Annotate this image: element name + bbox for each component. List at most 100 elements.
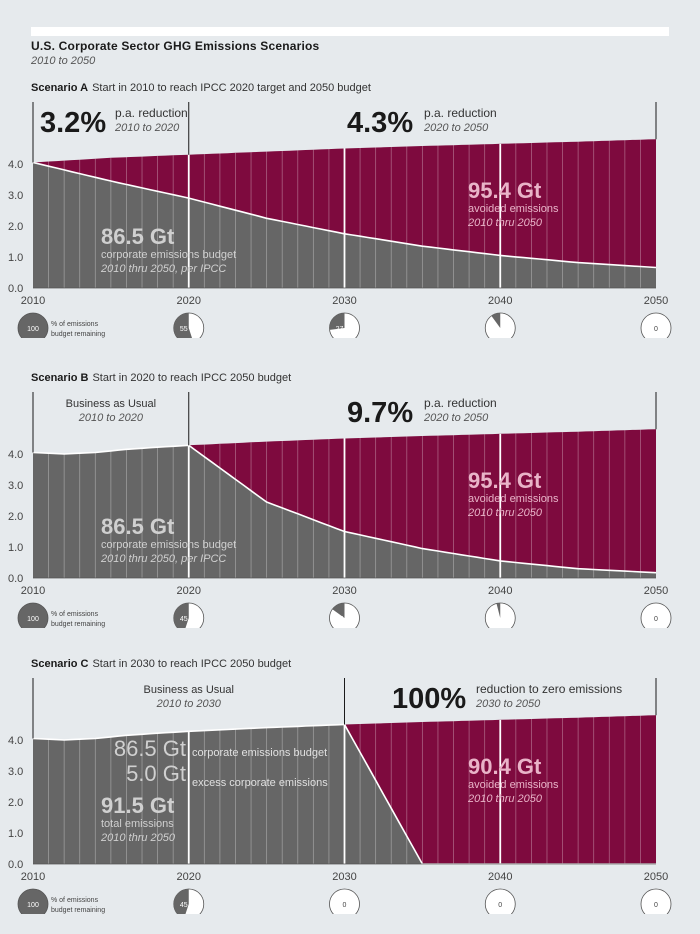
budget-remaining-pie: 15 (329, 602, 360, 628)
x-tick-label: 2050 (644, 585, 668, 597)
total-label: total emissions (101, 818, 174, 830)
pie-value: 100 (27, 902, 39, 909)
y-tick-label: 4.0 (8, 735, 23, 747)
y-tick-label: 1.0 (8, 828, 23, 840)
pie-legend-text: budget remaining (51, 331, 105, 338)
avoided-label: avoided emissions (468, 493, 559, 505)
pie-value: 0 (498, 902, 502, 909)
y-tick-label: 0.0 (8, 859, 23, 871)
y-tick-label: 3.0 (8, 766, 23, 778)
x-tick-label: 2010 (21, 871, 45, 883)
y-tick-label: 1.0 (8, 252, 23, 264)
budget-curve (32, 444, 657, 574)
budget-remaining-pie: 0 (329, 888, 360, 914)
rate-sub: 2010 to 2020 (114, 122, 180, 134)
pie-slice (329, 313, 345, 330)
x-tick-label: 2010 (21, 585, 45, 597)
y-tick-label: 3.0 (8, 480, 23, 492)
pie-slice (496, 603, 501, 618)
pie-value: 10 (491, 326, 499, 333)
avoided-big: 95.4 Gt (468, 178, 542, 203)
bau-label: Business as Usual (144, 684, 235, 696)
avoided-big: 90.4 Gt (468, 754, 542, 779)
pie-slice (173, 602, 189, 628)
budget-remaining-pie: 4 (484, 602, 516, 628)
pie-legend-text: budget remaining (51, 621, 105, 628)
pie-value: 45 (180, 616, 188, 623)
x-tick-label: 2040 (488, 585, 512, 597)
x-tick-label: 2050 (644, 871, 668, 883)
pie-legend-text: % of emissions (51, 897, 99, 904)
budget-remaining-pie: 10 (484, 312, 516, 338)
budget-sub: 2010 thru 2050, per IPCC (100, 263, 226, 275)
pie-value: 0 (654, 902, 658, 909)
x-tick-label: 2020 (177, 585, 201, 597)
page-subtitle: 2010 to 2050 (31, 55, 96, 67)
avoided-sub: 2010 thru 2050 (467, 217, 543, 229)
avoided-big: 95.4 Gt (468, 468, 542, 493)
pie-value: 100 (27, 326, 39, 333)
pie-outline (17, 602, 49, 628)
pie-legend-text: % of emissions (51, 321, 99, 328)
y-tick-label: 4.0 (8, 449, 23, 461)
y-tick-label: 0.0 (8, 573, 23, 585)
rate-label: p.a. reduction (424, 106, 497, 120)
top-rule (31, 27, 669, 36)
page-title: U.S. Corporate Sector GHG Emissions Scen… (31, 39, 320, 53)
budget-remaining-pie: 45 (173, 888, 205, 914)
pie-slice (173, 888, 189, 914)
pie-outline (484, 888, 516, 914)
excess-label: excess corporate emissions (192, 777, 328, 789)
pie-value: 15 (336, 616, 344, 623)
x-tick-label: 2040 (488, 871, 512, 883)
y-tick-label: 2.0 (8, 221, 23, 233)
year-stripes (48, 715, 641, 864)
y-tick-label: 1.0 (8, 542, 23, 554)
budget-remaining-pie: 0 (484, 888, 516, 914)
bau-label: Business as Usual (66, 398, 157, 410)
budget-remaining-pie: 0 (640, 602, 672, 628)
pie-legend-text: budget remaining (51, 907, 105, 914)
pie-slice (332, 603, 345, 618)
x-tick-label: 2040 (488, 295, 512, 307)
total-sub: 2010 thru 2050 (100, 832, 176, 844)
y-tick-label: 2.0 (8, 511, 23, 523)
pie-outline (17, 312, 49, 338)
budget-remaining-pie: 100 % of emissions budget remaining (17, 888, 105, 914)
pie-value: 100 (27, 616, 39, 623)
rate-sub: 2030 to 2050 (475, 698, 541, 710)
pie-outline (17, 888, 49, 914)
x-tick-label: 2030 (332, 295, 356, 307)
excess-big: 5.0 Gt (126, 761, 186, 786)
budget-label: corporate emissions budget (192, 747, 327, 759)
pie-value: 4 (493, 616, 497, 623)
budget-sub: 2010 thru 2050, per IPCC (100, 553, 226, 565)
pie-slice (491, 313, 501, 328)
y-tick-label: 0.0 (8, 283, 23, 295)
x-tick-label: 2010 (21, 295, 45, 307)
x-tick-label: 2030 (332, 871, 356, 883)
pie-value: 55 (180, 326, 188, 333)
rate-big: 9.7% (347, 397, 413, 429)
rate-label: p.a. reduction (115, 106, 188, 120)
pie-legend-text: % of emissions (51, 611, 99, 618)
scenario-c-heading: Scenario C Start in 2030 to reach IPCC 20… (31, 658, 292, 670)
budget-remaining-pie: 0 (640, 312, 672, 338)
budget-label: corporate emissions budget (101, 249, 236, 261)
pie-outline (640, 312, 672, 338)
pie-outline (640, 888, 672, 914)
avoided-label: avoided emissions (468, 203, 559, 215)
scenario-a-heading: Scenario A Start in 2010 to reach IPCC 20… (31, 82, 371, 94)
budget-remaining-pie: 27 (329, 312, 360, 338)
avoided-label: avoided emissions (468, 779, 559, 791)
y-tick-label: 2.0 (8, 797, 23, 809)
pie-outline (329, 888, 360, 914)
x-tick-label: 2030 (332, 585, 356, 597)
budget-big: 86.5 Gt (114, 736, 186, 761)
rate-big: 3.2% (40, 107, 106, 139)
x-tick-label: 2020 (177, 871, 201, 883)
avoided-sub: 2010 thru 2050 (467, 793, 543, 805)
